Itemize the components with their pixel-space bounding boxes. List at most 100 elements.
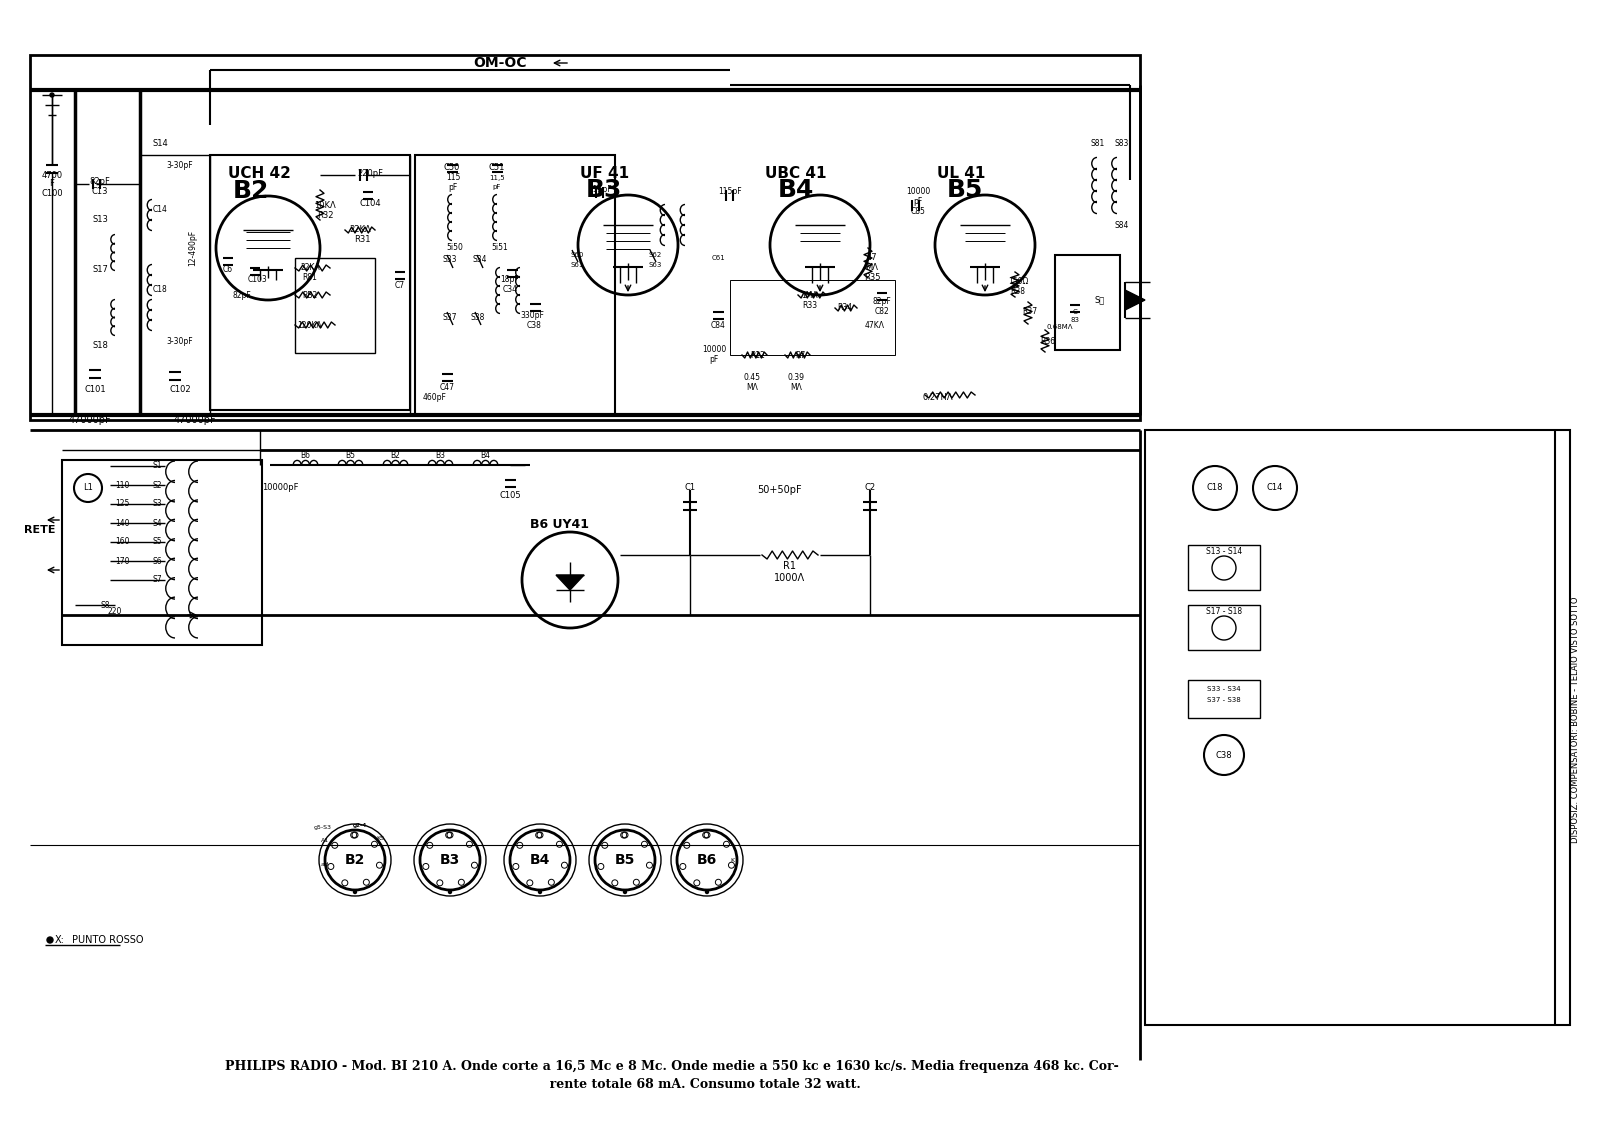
Text: 330pF: 330pF: [520, 311, 544, 319]
Text: C7: C7: [395, 280, 405, 290]
Text: S83: S83: [1115, 138, 1130, 147]
Text: MΛ: MΛ: [790, 382, 802, 391]
Text: 115pF: 115pF: [589, 185, 611, 195]
Text: 220: 220: [107, 607, 122, 616]
Text: pF: pF: [493, 184, 501, 190]
Bar: [294, 258, 374, 353]
Text: C14: C14: [1267, 483, 1283, 492]
Text: X:: X:: [54, 935, 66, 946]
Text: C6: C6: [222, 266, 234, 275]
Text: S61: S61: [570, 262, 584, 268]
Text: 18pF: 18pF: [501, 276, 520, 285]
Text: C2: C2: [864, 483, 875, 492]
Text: 140: 140: [115, 518, 130, 527]
Circle shape: [46, 936, 53, 943]
Text: B6: B6: [301, 451, 310, 460]
Bar: [1187, 605, 1261, 650]
Text: R32: R32: [317, 210, 333, 219]
Text: C47: C47: [440, 383, 454, 392]
Text: g2-4: g2-4: [354, 822, 366, 828]
Text: B4: B4: [778, 178, 814, 202]
Text: L1: L1: [83, 483, 93, 492]
Text: 50+50pF: 50+50pF: [758, 485, 802, 495]
Text: B3: B3: [586, 178, 622, 202]
Text: S81: S81: [1091, 138, 1106, 147]
Text: 82pF: 82pF: [872, 297, 891, 307]
Text: A1: A1: [322, 837, 330, 843]
Bar: [414, 155, 614, 415]
Text: rente totale 68 mA. Consumo totale 32 watt.: rente totale 68 mA. Consumo totale 32 wa…: [483, 1078, 861, 1091]
Text: UF 41: UF 41: [579, 165, 629, 181]
Text: S2: S2: [152, 481, 162, 490]
Text: KS: KS: [376, 836, 384, 840]
Text: pF: pF: [448, 182, 458, 191]
Text: S13: S13: [93, 216, 107, 224]
Text: 4700: 4700: [42, 171, 62, 180]
Circle shape: [50, 93, 54, 97]
Text: 1000Λ: 1000Λ: [774, 573, 805, 582]
Text: S3: S3: [152, 500, 162, 509]
Text: C13: C13: [91, 187, 109, 196]
Text: C61: C61: [710, 254, 725, 261]
Text: 5i51: 5i51: [491, 243, 509, 252]
Text: S63: S63: [648, 262, 662, 268]
Text: C18: C18: [152, 285, 168, 294]
Text: RB2: RB2: [302, 291, 318, 300]
Text: S5: S5: [152, 537, 162, 546]
Circle shape: [448, 890, 451, 893]
Text: S4: S4: [152, 518, 162, 527]
Text: F: F: [50, 180, 54, 189]
Text: C14: C14: [152, 206, 168, 215]
Text: B2: B2: [234, 179, 269, 202]
Text: S33 - S34: S33 - S34: [1206, 687, 1242, 692]
Text: pF: pF: [914, 198, 923, 207]
Text: DISPOSIZ. COMPENSATORI: BOBINE - TELAIO VISTO SOTTO: DISPOSIZ. COMPENSATORI: BOBINE - TELAIO …: [1571, 597, 1579, 844]
Text: B3: B3: [435, 451, 445, 460]
Bar: [1146, 430, 1570, 1025]
Text: 10000pF: 10000pF: [262, 483, 298, 492]
Text: B3: B3: [440, 853, 461, 867]
Text: PUNTO ROSSO: PUNTO ROSSO: [72, 935, 144, 946]
Text: g5-S3: g5-S3: [314, 826, 333, 830]
Text: C85: C85: [910, 207, 925, 216]
Text: R33: R33: [803, 301, 818, 310]
Text: 10KΛ: 10KΛ: [314, 200, 336, 209]
Circle shape: [354, 890, 357, 893]
Text: S37 - S38: S37 - S38: [1206, 697, 1242, 703]
Text: C102: C102: [170, 386, 190, 395]
Text: 0.39: 0.39: [787, 373, 805, 382]
Text: R12: R12: [750, 351, 765, 360]
Text: C50: C50: [443, 164, 461, 173]
Text: C82: C82: [875, 308, 890, 317]
Text: OM-OC: OM-OC: [474, 57, 526, 70]
Text: 47000pF: 47000pF: [69, 415, 112, 425]
Text: UCH 42: UCH 42: [229, 166, 291, 181]
Bar: [30, 55, 1139, 420]
Text: 83: 83: [1070, 317, 1080, 323]
Text: 47KΛ: 47KΛ: [866, 320, 885, 329]
Text: 22KΛ: 22KΛ: [301, 264, 320, 273]
Text: PHILIPS RADIO - Mod. BI 210 A. Onde corte a 16,5 Mc e 8 Mc. Onde medie a 550 kc : PHILIPS RADIO - Mod. BI 210 A. Onde cort…: [226, 1060, 1118, 1073]
Text: C104: C104: [358, 199, 381, 207]
Text: 82pF: 82pF: [90, 178, 110, 187]
Text: 10000: 10000: [702, 345, 726, 354]
Text: aH: aH: [320, 863, 330, 867]
Text: B2: B2: [390, 451, 400, 460]
Text: 3-30pF: 3-30pF: [166, 337, 194, 346]
Text: R37: R37: [1022, 308, 1037, 317]
Text: 0.45: 0.45: [744, 373, 760, 382]
Text: C: C: [1072, 309, 1077, 316]
Text: B5: B5: [947, 178, 984, 202]
Bar: [210, 155, 410, 411]
Bar: [62, 460, 262, 645]
Circle shape: [706, 890, 709, 893]
Text: 220pF: 220pF: [357, 169, 382, 178]
Text: 0.68MΛ: 0.68MΛ: [1046, 323, 1074, 330]
Text: R1: R1: [784, 561, 797, 571]
Text: S17: S17: [93, 266, 107, 275]
Text: S8: S8: [101, 601, 110, 610]
Text: R35: R35: [864, 274, 880, 283]
Text: 82pF: 82pF: [232, 291, 251, 300]
Text: 115pF: 115pF: [718, 188, 742, 197]
Text: S38: S38: [470, 313, 485, 322]
